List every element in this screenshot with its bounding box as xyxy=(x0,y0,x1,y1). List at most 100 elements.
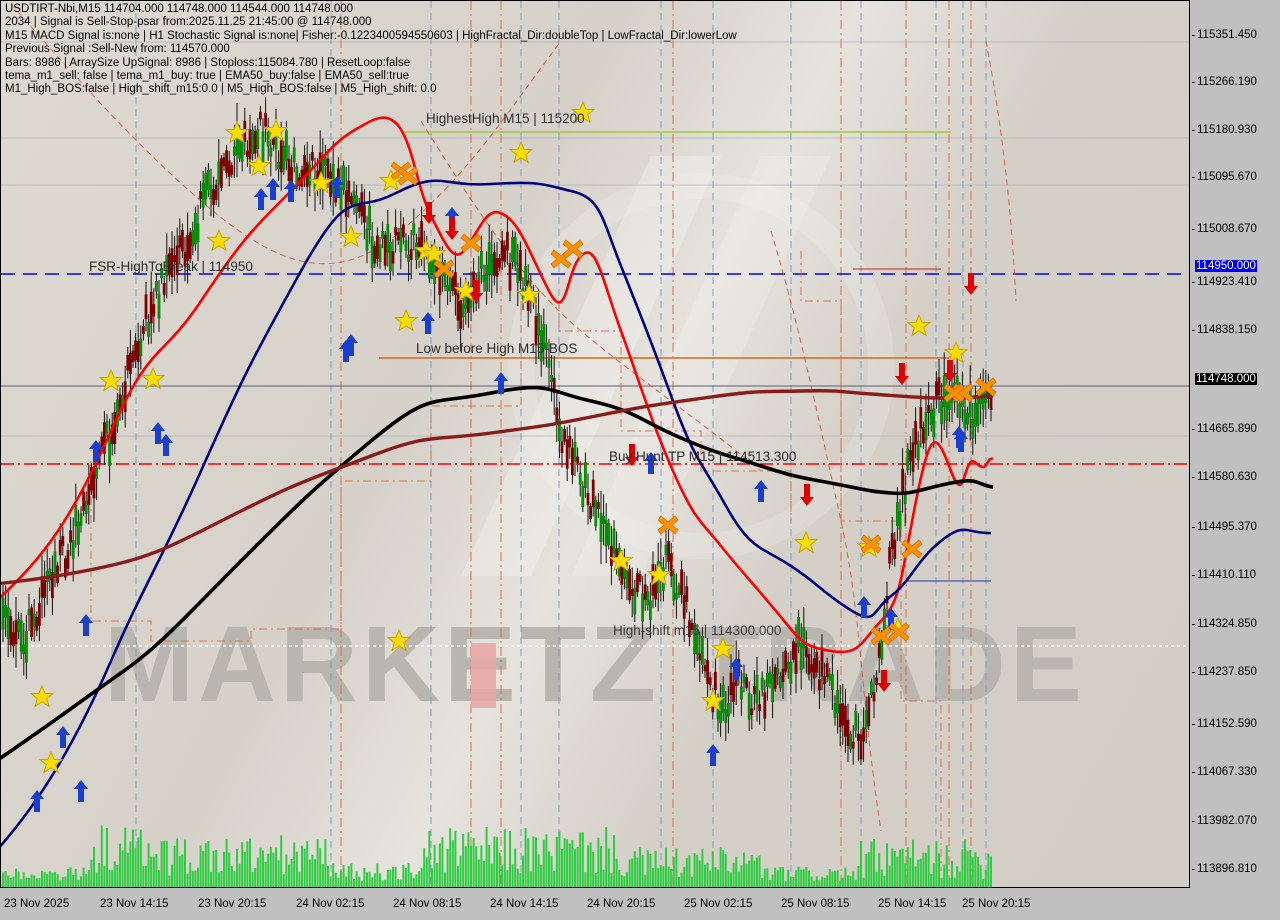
highlight-zone xyxy=(471,643,496,708)
star-signal-icon xyxy=(99,369,123,391)
header-line-4: Bars: 8986 | ArraySize UpSignal: 8986 | … xyxy=(5,56,411,69)
chart-level-label: Buy Hunt TP M15 | 114513.300 xyxy=(609,449,797,464)
buy-arrow-up-icon xyxy=(159,434,173,456)
price-tick: 114665.890 xyxy=(1192,423,1257,435)
star-signal-icon xyxy=(907,314,931,336)
buy-arrow-up-icon xyxy=(74,780,88,802)
time-tick: 25 Nov 08:15 xyxy=(781,898,850,910)
time-tick: 24 Nov 14:15 xyxy=(490,898,559,910)
sell-arrow-down-icon xyxy=(895,363,909,385)
header-line-5: tema_m1_sell: false | tema_m1_buy: true … xyxy=(5,69,409,82)
price-tick: 115095.670 xyxy=(1192,171,1257,183)
watermark-text: MARKETZ TRADE xyxy=(104,603,1086,724)
time-axis[interactable]: 23 Nov 2025 23 Nov 14:15 23 Nov 20:15 24 No… xyxy=(0,889,1190,920)
star-signal-icon xyxy=(711,637,735,659)
volume-histogram xyxy=(2,825,992,887)
candlestick-series xyxy=(1,97,993,765)
price-tick: 115266.190 xyxy=(1192,76,1257,88)
time-tick: 24 Nov 02:15 xyxy=(296,898,365,910)
star-signal-icon xyxy=(309,171,333,193)
star-signal-icon xyxy=(141,367,165,389)
buy-arrow-up-icon xyxy=(284,180,298,202)
buy-arrow-up-icon xyxy=(706,744,720,766)
time-tick: 25 Nov 20:15 xyxy=(962,898,1031,910)
buy-arrow-up-icon xyxy=(79,614,93,636)
time-tick: 25 Nov 02:15 xyxy=(684,898,753,910)
buy-arrow-up-icon xyxy=(754,480,768,502)
star-signal-icon xyxy=(207,229,231,251)
ma-blue-line xyxy=(1,179,992,848)
star-signal-icon xyxy=(247,154,271,176)
price-tick: 114923.410 xyxy=(1192,276,1257,288)
cross-signal-icon xyxy=(433,259,455,279)
star-signal-icon xyxy=(509,141,533,163)
chart-level-label: FSR-HighToBreak | 114950 xyxy=(89,259,253,274)
star-signal-icon xyxy=(387,629,411,651)
ma-black-line xyxy=(1,385,994,760)
star-signal-icon xyxy=(394,309,418,331)
chart-level-label: High-shift m15 | 114300.000 xyxy=(613,623,782,638)
cross-signal-icon xyxy=(460,233,482,253)
sell-arrow-down-icon xyxy=(964,273,978,295)
price-tick: 114067.330 xyxy=(1192,766,1257,778)
buy-arrow-up-icon xyxy=(30,790,44,812)
sell-arrow-down-icon xyxy=(943,360,957,382)
buy-arrow-up-icon xyxy=(254,188,268,210)
buy-arrow-up-icon xyxy=(266,178,280,200)
price-tick: 114237.850 xyxy=(1192,666,1257,678)
chart-plot-area[interactable]: MARKETZ TRADE xyxy=(0,0,1190,888)
time-tick: 25 Nov 14:15 xyxy=(878,898,947,910)
star-signal-icon xyxy=(225,121,249,143)
cross-signal-icon xyxy=(562,239,584,259)
price-tick: 114580.630 xyxy=(1192,471,1257,483)
price-tick: 114748.000 xyxy=(1195,373,1257,385)
price-axis[interactable]: 115351.450 115266.190 115180.930 115095.670… xyxy=(1191,0,1280,888)
price-tick: 113896.810 xyxy=(1192,863,1257,875)
sell-arrow-down-icon xyxy=(800,484,814,506)
time-tick: 23 Nov 20:15 xyxy=(198,898,267,910)
price-tick: 115180.930 xyxy=(1192,124,1257,136)
cross-signal-icon xyxy=(901,539,923,559)
star-signal-icon xyxy=(701,689,725,711)
buy-arrow-up-icon xyxy=(89,440,103,462)
star-signal-icon xyxy=(647,563,671,585)
sell-arrow-down-icon xyxy=(877,670,891,692)
price-tick: 114838.150 xyxy=(1192,324,1257,336)
time-tick: 24 Nov 08:15 xyxy=(393,898,462,910)
cross-signal-icon xyxy=(397,166,419,186)
cross-signal-icon xyxy=(870,626,892,646)
header-line-3: Previous Signal :Sell-New from: 114570.0… xyxy=(5,43,230,56)
header-line-6: M1_High_BOS:false | High_shift_m15:0.0 |… xyxy=(5,83,437,96)
star-signal-icon xyxy=(264,119,288,141)
sell-arrow-down-icon xyxy=(445,218,459,240)
price-tick: 113982.070 xyxy=(1192,815,1257,827)
chart-level-label: HighestHigh M15 | 115200 xyxy=(426,111,585,126)
star-signal-icon xyxy=(944,341,968,363)
star-signal-icon xyxy=(517,283,541,305)
price-tick: 114410.110 xyxy=(1191,569,1257,581)
star-signal-icon xyxy=(609,549,633,571)
star-signal-icon xyxy=(39,751,63,773)
indicator-header-text: USDTIRT-Nbi,M15 114704.000 114748.000 11… xyxy=(5,3,737,97)
header-line-0: USDTIRT-Nbi,M15 114704.000 114748.000 11… xyxy=(5,3,354,15)
signal-markers-layer xyxy=(30,101,997,812)
buy-arrow-up-icon xyxy=(494,372,508,394)
time-tick: 24 Nov 20:15 xyxy=(587,898,656,910)
buy-arrow-up-icon xyxy=(729,658,743,680)
price-tick: 114152.590 xyxy=(1192,718,1257,730)
star-signal-icon xyxy=(794,531,818,553)
price-tick: 115351.450 xyxy=(1192,29,1257,41)
time-tick: 23 Nov 14:15 xyxy=(100,898,169,910)
buy-arrow-up-icon xyxy=(56,726,70,748)
buy-arrow-up-icon xyxy=(857,596,871,618)
time-tick: 23 Nov 2025 xyxy=(4,898,70,910)
cross-signal-icon xyxy=(975,377,997,397)
star-signal-icon xyxy=(30,685,54,707)
star-signal-icon xyxy=(339,225,363,247)
price-tick: 114324.850 xyxy=(1192,618,1257,630)
chart-level-label: Low before High M15-BOS xyxy=(416,341,578,356)
plot-background xyxy=(1,1,1189,887)
header-line-2: M15 MACD Signal is:none | H1 Stochastic … xyxy=(5,29,737,42)
sell-arrow-down-icon xyxy=(422,202,436,224)
